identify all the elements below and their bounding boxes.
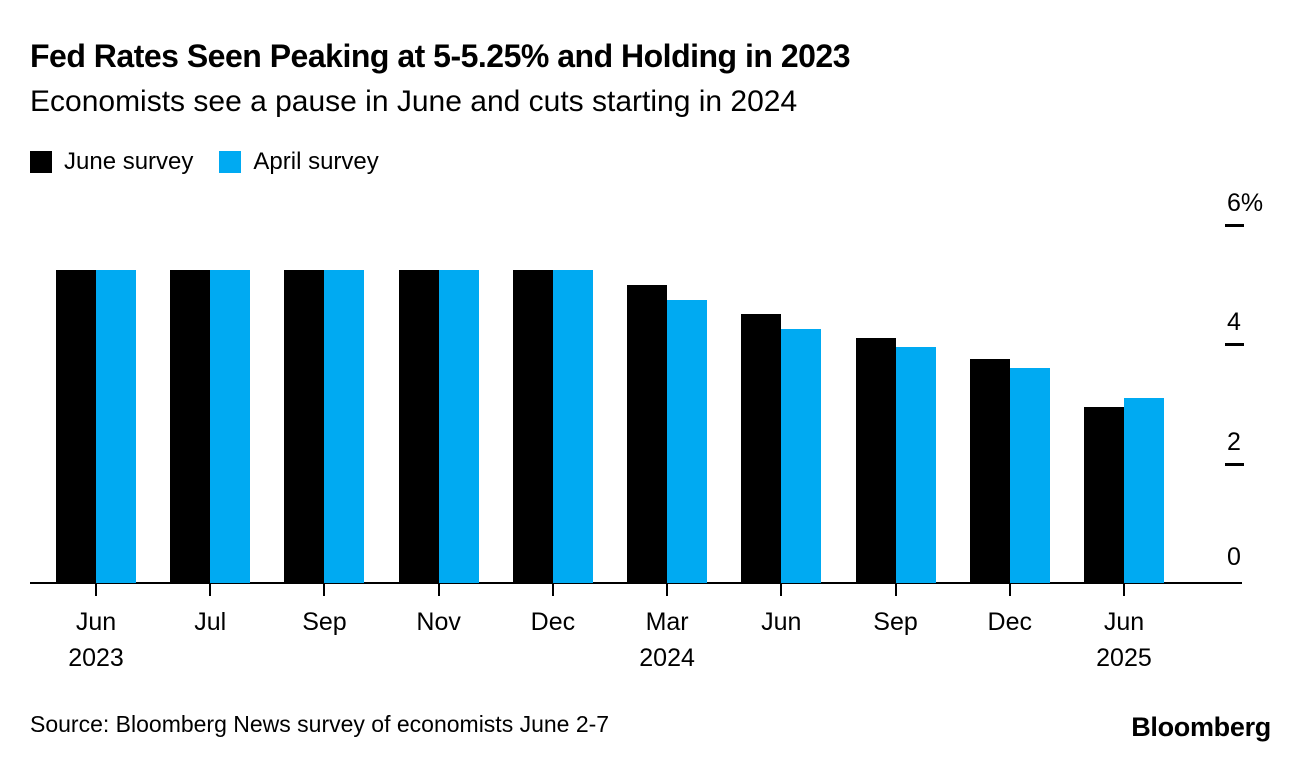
legend-swatch-june-survey [30,151,52,173]
legend-label: April survey [253,148,379,175]
y-tick-dash [1225,462,1244,466]
x-label-month: Jun [761,608,802,636]
axis-baseline [30,582,1242,584]
x-tick [780,583,783,596]
x-tick [437,583,440,596]
x-label-month: Sep [873,608,918,636]
x-label-month: Dec [530,608,576,636]
bar-april-survey [1009,368,1050,583]
bar-june-survey [170,269,211,583]
bar-april-survey [438,269,479,583]
bar-april-survey [552,269,593,583]
x-tick [894,583,897,596]
source-note: Source: Bloomberg News survey of economi… [30,711,610,737]
x-tick [1122,583,1125,596]
y-tick-label: 2 [1227,427,1241,456]
x-label-month: Jun [1103,608,1145,636]
x-tick [323,583,326,596]
x-label-month: Mar [645,608,689,636]
x-label-year: 2023 [68,644,124,672]
x-label-month: Jun [75,608,117,636]
bar-june-survey [627,284,668,583]
x-tick [666,583,669,596]
bar-june-survey [56,269,96,583]
y-tick-label: 4 [1227,308,1241,337]
bar-june-survey [284,269,325,583]
bar-april-survey [324,269,365,583]
x-tick [551,583,554,596]
bar-april-survey [210,269,251,583]
legend-swatch-april-survey [219,151,242,173]
x-label-month: Dec [987,608,1032,636]
bar-june-survey [398,269,439,583]
y-tick-label: 0 [1227,543,1241,571]
bar-april-survey [1123,398,1164,583]
bar-june-survey [512,269,553,583]
bar-june-survey [855,338,896,583]
bar-april-survey [667,299,708,583]
x-label-year: 2025 [1096,644,1152,672]
chart-subtitle: Economists see a pause in June and cuts … [30,85,798,118]
x-tick [209,583,212,596]
legend-item-april-survey: April survey [219,148,379,175]
x-label-month: Sep [302,608,347,636]
legend-label: June survey [64,148,194,175]
y-tick-label: 6% [1227,188,1264,217]
bar-june-survey [969,359,1010,583]
chart-title: Fed Rates Seen Peaking at 5-5.25% and Ho… [30,38,851,74]
bar-june-survey [1083,406,1124,583]
legend: June survey April survey [30,150,379,174]
x-label-month: Jul [194,608,227,636]
x-label-month: Nov [416,608,461,636]
bar-april-survey [96,269,136,583]
legend-item-june-survey: June survey [30,150,193,174]
x-tick [1008,583,1011,596]
x-label-year: 2024 [639,644,695,672]
y-tick-dash [1225,343,1244,347]
x-tick [95,583,97,596]
bloomberg-logo: Bloomberg [1131,712,1271,742]
bar-april-survey [895,347,936,583]
y-tick-dash [1225,223,1244,227]
bar-june-survey [741,314,782,583]
bar-april-survey [781,329,822,583]
